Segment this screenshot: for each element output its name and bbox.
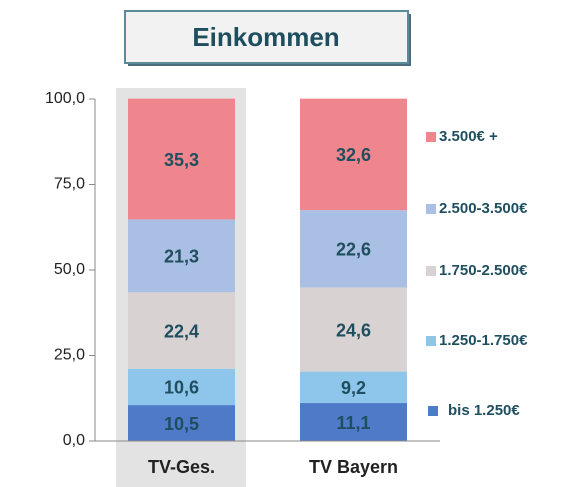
bar-segment xyxy=(128,368,235,406)
bar-segment xyxy=(128,405,235,441)
legend-swatch xyxy=(426,266,436,276)
value-label: 21,3 xyxy=(164,247,199,267)
value-label: 11,1 xyxy=(336,413,370,433)
y-tick-label: 50,0 xyxy=(54,261,85,278)
value-label: 22,6 xyxy=(336,240,371,260)
value-label: 9,2 xyxy=(341,378,366,398)
legend-label: bis 1.250€ xyxy=(448,402,520,419)
chart-title: Einkommen xyxy=(192,22,339,52)
legend-swatch xyxy=(426,336,436,346)
bar-segment xyxy=(300,371,407,404)
y-tick-label: 75,0 xyxy=(54,176,85,193)
bar-segment xyxy=(300,210,407,288)
bar-segment xyxy=(300,287,407,372)
title-box xyxy=(124,10,409,64)
value-label: 24,6 xyxy=(336,320,371,340)
y-tick-label: 100,0 xyxy=(45,90,85,107)
bar-segment xyxy=(128,292,235,369)
value-label: 35,3 xyxy=(164,150,199,170)
legend-swatch xyxy=(426,132,436,142)
x-tick-label: TV-Ges. xyxy=(148,457,215,477)
legend-label: 1.750-2.500€ xyxy=(439,262,528,279)
value-label: 22,4 xyxy=(164,321,199,341)
bar-segment xyxy=(300,403,407,441)
legend-label: 3.500€ + xyxy=(439,128,498,145)
bar-segment xyxy=(128,219,235,293)
x-tick-label: TV Bayern xyxy=(309,457,398,477)
legend-label: 2.500-3.500€ xyxy=(439,200,528,217)
value-label: 10,6 xyxy=(164,378,199,398)
y-tick-label: 0,0 xyxy=(63,432,85,449)
bar-segment xyxy=(128,98,235,220)
legend-swatch xyxy=(426,204,436,214)
y-tick-label: 25,0 xyxy=(54,347,85,364)
bar-segment xyxy=(300,98,407,211)
legend-swatch xyxy=(428,406,438,416)
value-label: 32,6 xyxy=(336,145,371,165)
legend-label: 1.250-1.750€ xyxy=(439,332,528,349)
value-label: 10,5 xyxy=(164,414,199,434)
